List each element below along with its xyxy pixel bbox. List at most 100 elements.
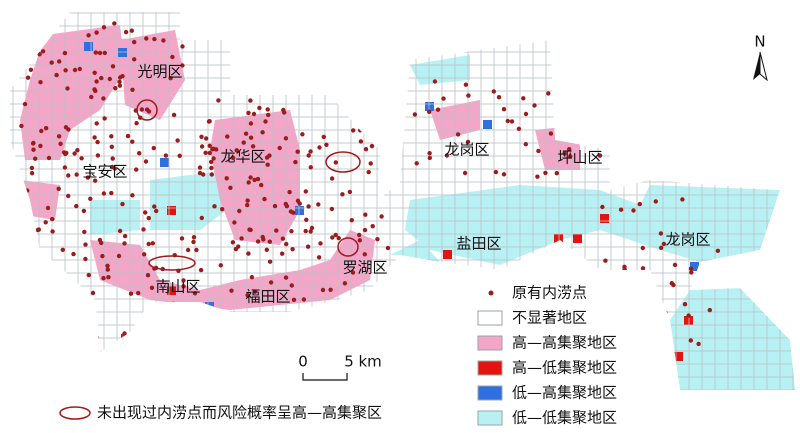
point bbox=[321, 134, 326, 140]
point bbox=[267, 259, 273, 264]
point bbox=[125, 133, 131, 139]
ellipse bbox=[136, 99, 158, 121]
point bbox=[283, 136, 289, 141]
point bbox=[132, 57, 137, 62]
point bbox=[149, 303, 155, 309]
point bbox=[144, 107, 150, 112]
point bbox=[136, 290, 141, 296]
point bbox=[130, 139, 135, 144]
point bbox=[92, 70, 97, 76]
point bbox=[462, 170, 468, 176]
point bbox=[92, 135, 97, 140]
point bbox=[308, 165, 313, 170]
point bbox=[209, 165, 214, 171]
point bbox=[181, 284, 186, 289]
point bbox=[233, 246, 239, 252]
point bbox=[112, 166, 118, 171]
point bbox=[659, 245, 664, 250]
point bbox=[191, 239, 196, 245]
legend-symbol bbox=[477, 310, 503, 326]
point bbox=[308, 229, 313, 234]
point bbox=[21, 39, 27, 44]
point bbox=[600, 204, 605, 210]
point bbox=[385, 137, 390, 143]
district-label: 盐田区 bbox=[456, 235, 501, 253]
point bbox=[31, 147, 36, 152]
point bbox=[79, 156, 84, 161]
point bbox=[33, 156, 38, 161]
point bbox=[304, 217, 309, 222]
point bbox=[272, 203, 278, 209]
point bbox=[282, 110, 287, 115]
point bbox=[427, 155, 432, 161]
point bbox=[102, 116, 107, 121]
legend-label: 低—低集聚地区 bbox=[512, 409, 617, 427]
point bbox=[75, 148, 80, 153]
point bbox=[211, 156, 216, 161]
point bbox=[214, 147, 219, 152]
point bbox=[358, 139, 364, 144]
point bbox=[501, 107, 507, 112]
point bbox=[548, 131, 554, 136]
point bbox=[246, 251, 251, 256]
point bbox=[90, 290, 96, 296]
point bbox=[284, 241, 289, 247]
point bbox=[89, 346, 94, 351]
point bbox=[199, 144, 205, 149]
point bbox=[592, 118, 598, 123]
point bbox=[686, 313, 691, 318]
point bbox=[31, 27, 37, 32]
point bbox=[283, 201, 288, 207]
point bbox=[444, 153, 450, 158]
point bbox=[372, 136, 377, 141]
point bbox=[197, 165, 203, 170]
point bbox=[245, 202, 250, 208]
north-arrow: N bbox=[753, 33, 768, 82]
point bbox=[71, 251, 76, 257]
district-label: 南山区 bbox=[155, 278, 200, 296]
point bbox=[280, 236, 286, 241]
point bbox=[117, 228, 123, 234]
point bbox=[300, 132, 305, 137]
point bbox=[194, 247, 199, 253]
point bbox=[50, 229, 55, 234]
point bbox=[291, 210, 296, 215]
point bbox=[30, 141, 36, 146]
point bbox=[260, 130, 265, 135]
point bbox=[435, 107, 441, 112]
point bbox=[62, 50, 68, 56]
point bbox=[102, 50, 108, 56]
point bbox=[232, 220, 237, 225]
point bbox=[207, 143, 212, 148]
point bbox=[640, 245, 645, 251]
point bbox=[523, 142, 528, 147]
point bbox=[77, 66, 83, 72]
arrow-right bbox=[759, 51, 768, 82]
point bbox=[97, 50, 103, 56]
point bbox=[56, 134, 62, 139]
point bbox=[536, 148, 541, 154]
point bbox=[603, 258, 608, 263]
point bbox=[63, 68, 68, 73]
point bbox=[116, 253, 122, 259]
point bbox=[54, 72, 59, 78]
point bbox=[237, 208, 242, 214]
point bbox=[166, 307, 171, 313]
point bbox=[715, 248, 721, 253]
legend-label: 高—低集聚地区 bbox=[512, 359, 617, 377]
point bbox=[198, 267, 204, 273]
point bbox=[427, 109, 432, 115]
point bbox=[663, 335, 669, 340]
point bbox=[268, 280, 274, 285]
point bbox=[122, 241, 127, 246]
district-label: 福田区 bbox=[245, 288, 290, 306]
point bbox=[349, 218, 354, 223]
point bbox=[122, 331, 127, 336]
district-label: 宝安区 bbox=[82, 163, 127, 181]
point bbox=[303, 228, 308, 234]
point bbox=[181, 278, 186, 283]
point bbox=[249, 275, 255, 280]
point bbox=[441, 96, 446, 101]
point bbox=[248, 227, 253, 233]
point bbox=[130, 87, 135, 93]
